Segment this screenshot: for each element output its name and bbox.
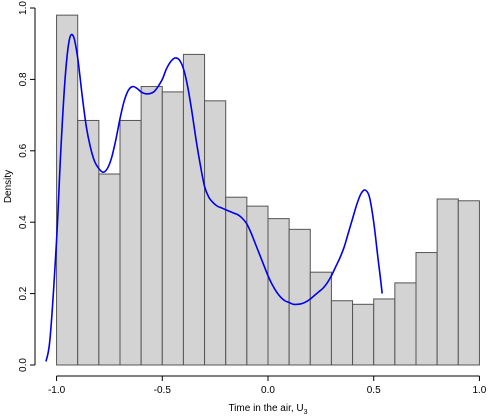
histogram-bar [373, 298, 396, 366]
histogram-bar [77, 119, 100, 366]
histogram-bar [352, 303, 375, 366]
histogram-bar [204, 100, 227, 366]
histogram-bar [98, 173, 121, 366]
y-tick-label: 0.4 [18, 215, 29, 229]
histogram-bar [394, 282, 417, 366]
histogram-bar [161, 91, 184, 366]
histogram-bar [182, 53, 206, 366]
y-tick-label: 0.0 [18, 358, 29, 372]
histogram-bar [225, 196, 248, 366]
y-tick-label: 0.8 [18, 72, 29, 86]
histogram-bar [288, 228, 311, 366]
density-curve [45, 33, 383, 362]
histogram-bar [140, 86, 163, 366]
histogram-bar [267, 218, 290, 366]
histogram-bar [436, 198, 459, 366]
y-axis: 0.0 0.2 0.4 0.6 0.8 1.0 [18, 1, 36, 372]
x-axis-title-subscript: 3 [304, 409, 308, 416]
histogram-bar [415, 252, 438, 366]
x-tick-label: -1.0 [48, 385, 66, 396]
x-tick-label: 1.0 [472, 385, 486, 396]
y-tick-label: 0.2 [18, 286, 29, 300]
histogram-bar [330, 300, 354, 366]
histogram-bars [56, 14, 480, 366]
histogram-bar [457, 200, 480, 366]
x-tick-label: -0.5 [154, 385, 172, 396]
x-tick-label: 0.0 [261, 385, 275, 396]
histogram-bar [309, 271, 332, 366]
x-tick-label: 0.5 [367, 385, 381, 396]
y-tick-label: 1.0 [18, 1, 29, 15]
y-tick-label: 0.6 [18, 143, 29, 157]
y-axis-title: Density [3, 170, 14, 203]
histogram-bar [119, 119, 142, 366]
x-axis-title: Time in the air, U3 [228, 403, 307, 416]
x-axis-title-main: Time in the air, U [228, 403, 303, 414]
x-axis: -1.0 -0.5 0.0 0.5 1.0 [48, 375, 487, 396]
